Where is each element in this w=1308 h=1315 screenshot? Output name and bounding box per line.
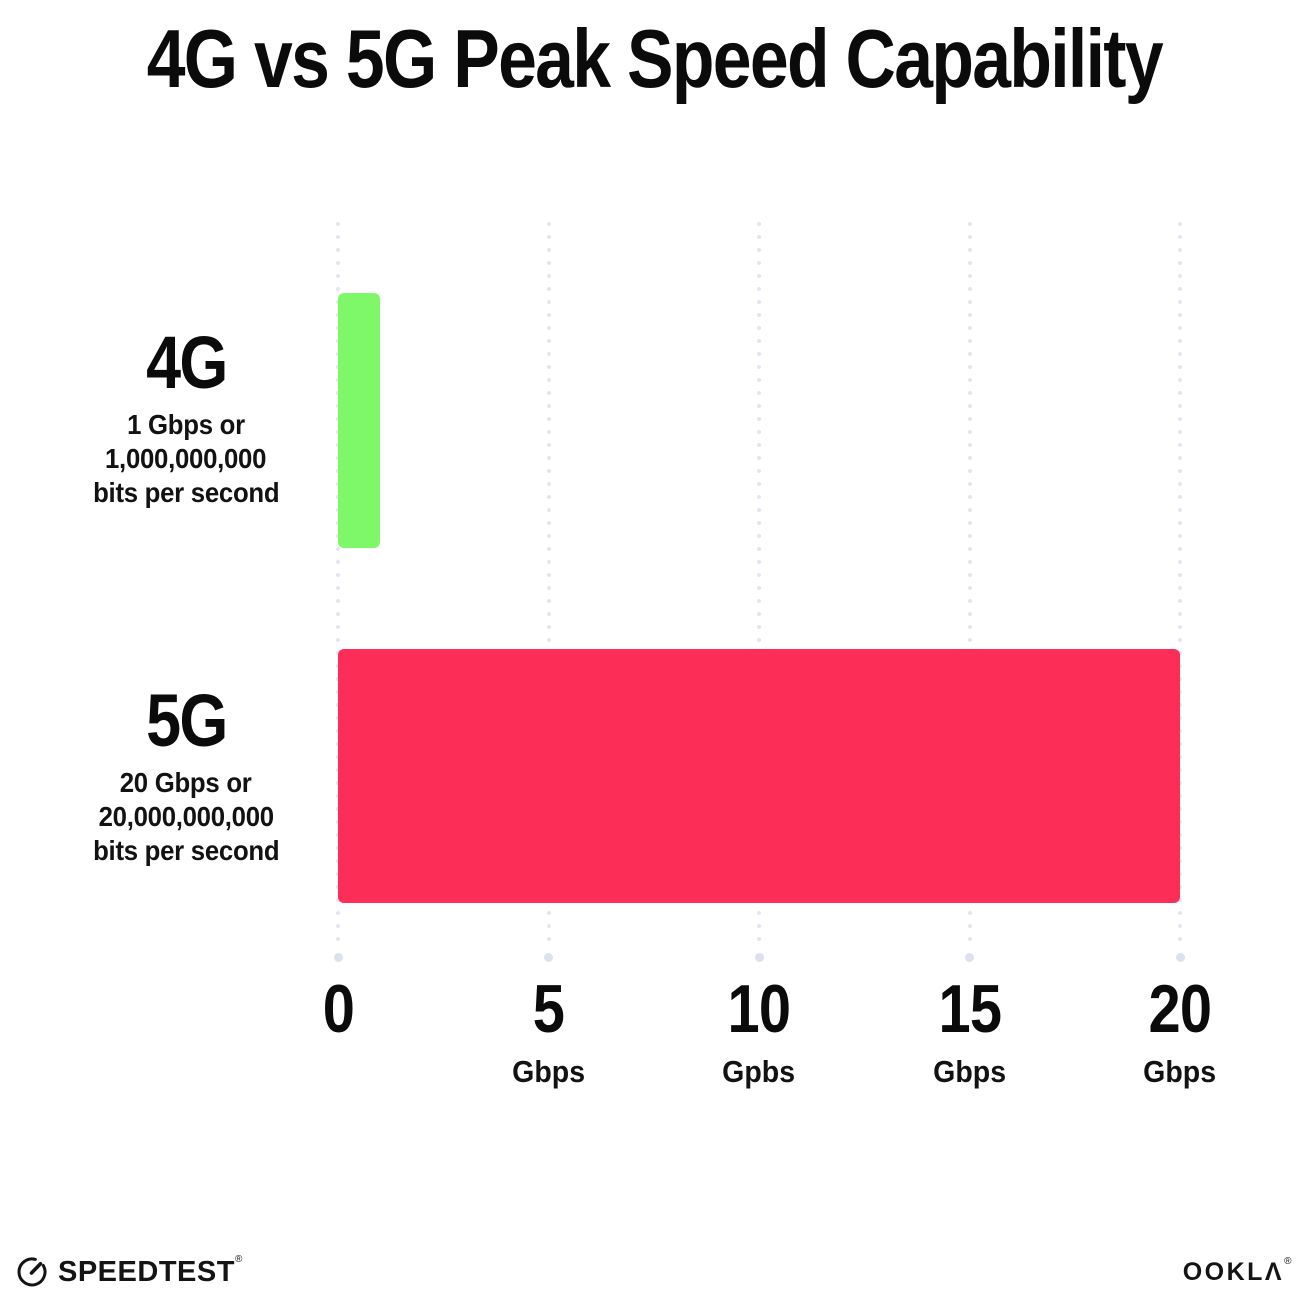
category-sub-5g-line2-text: 20,000,000,000 [98,801,274,832]
x-tick-unit-text: Gpbs [722,1054,796,1089]
speedtest-gauge-icon [17,1257,47,1287]
x-tick-label: 0 [238,975,438,1043]
category-name-5g: 5G [26,684,346,758]
category-sub-5g-line3-text: bits per second [92,835,280,866]
category-label-5g: 5G 20 Gbps or 20,000,000,000 bits per se… [26,684,346,868]
gridline-15 [965,222,974,962]
x-tick-label-text: 10 [727,971,791,1047]
x-tick-unit: Gbps [449,1056,649,1088]
x-tick-unit-text: Gbps [512,1054,585,1089]
gridline-0 [333,222,343,962]
x-tick-label-text: 5 [532,971,565,1047]
category-sub-5g-line2: 20,000,000,000 [26,800,346,834]
category-sub-4g-line1: 1 Gbps or [26,408,346,442]
x-tick-unit: Gpbs [659,1056,859,1088]
x-tick-label: 20 [1080,975,1280,1043]
x-tick-unit-text: Gbps [933,1054,1006,1089]
x-tick-5: 5 Gbps [449,975,649,1088]
speedtest-logo: SPEEDTEST® [15,1253,243,1291]
x-tick-10: 10 Gpbs [659,975,859,1088]
category-sub-4g-line3: bits per second [26,476,346,510]
x-tick-unit: Gbps [870,1056,1070,1088]
category-sub-5g-line1-text: 20 Gbps or [120,767,252,798]
bar-5g [338,649,1180,903]
speedtest-wordmark-text: SPEEDTEST [58,1255,235,1288]
category-sub-5g-line3: bits per second [26,834,346,868]
x-tick-0: 0 [238,975,438,1043]
chart-title: 4G vs 5G Peak Speed Capability [0,14,1308,104]
ookla-wordmark-text: OOKLΛ [1182,1258,1285,1286]
category-label-4g: 4G 1 Gbps or 1,000,000,000 bits per seco… [26,326,346,510]
category-name-5g-text: 5G [145,679,228,762]
speedtest-wordmark: SPEEDTEST® [58,1253,243,1289]
category-sub-4g: 1 Gbps or 1,000,000,000 bits per second [26,408,346,510]
x-tick-20: 20 Gbps [1080,975,1280,1088]
gridline-end-dot [965,953,974,962]
gridline-end-dot [544,953,553,962]
x-tick-15: 15 Gbps [870,975,1070,1088]
chart-title-text: 4G vs 5G Peak Speed Capability [146,12,1163,105]
bar-4g [338,293,380,548]
gridline-10 [754,222,764,962]
gridline-end-dot [1175,953,1185,962]
category-sub-4g-line2-text: 1,000,000,000 [105,443,267,474]
speedtest-registered-mark: ® [234,1253,243,1265]
gridline-5 [544,222,553,962]
category-sub-4g-line1-text: 1 Gbps or [127,409,245,440]
category-sub-5g-line1: 20 Gbps or [26,766,346,800]
x-tick-label-text: 0 [322,971,354,1047]
category-name-4g-text: 4G [145,321,228,404]
x-tick-label-text: 20 [1148,971,1212,1047]
x-tick-label: 5 [449,975,649,1043]
category-sub-5g: 20 Gbps or 20,000,000,000 bits per secon… [26,766,346,868]
ookla-registered-mark: ® [1284,1256,1294,1267]
x-tick-unit-text: Gbps [1143,1054,1217,1089]
category-name-4g: 4G [26,326,346,400]
category-sub-4g-line3-text: bits per second [92,477,280,508]
gridline-20 [1175,222,1185,962]
x-tick-label: 15 [870,975,1070,1043]
gridline-end-dot [754,953,764,962]
x-tick-label: 10 [659,975,859,1043]
gridline-end-dot [333,953,343,962]
x-tick-unit: Gbps [1080,1056,1280,1088]
ookla-logo: OOKLΛ® [1182,1256,1294,1287]
category-sub-4g-line2: 1,000,000,000 [26,442,346,476]
x-tick-label-text: 15 [938,971,1001,1047]
